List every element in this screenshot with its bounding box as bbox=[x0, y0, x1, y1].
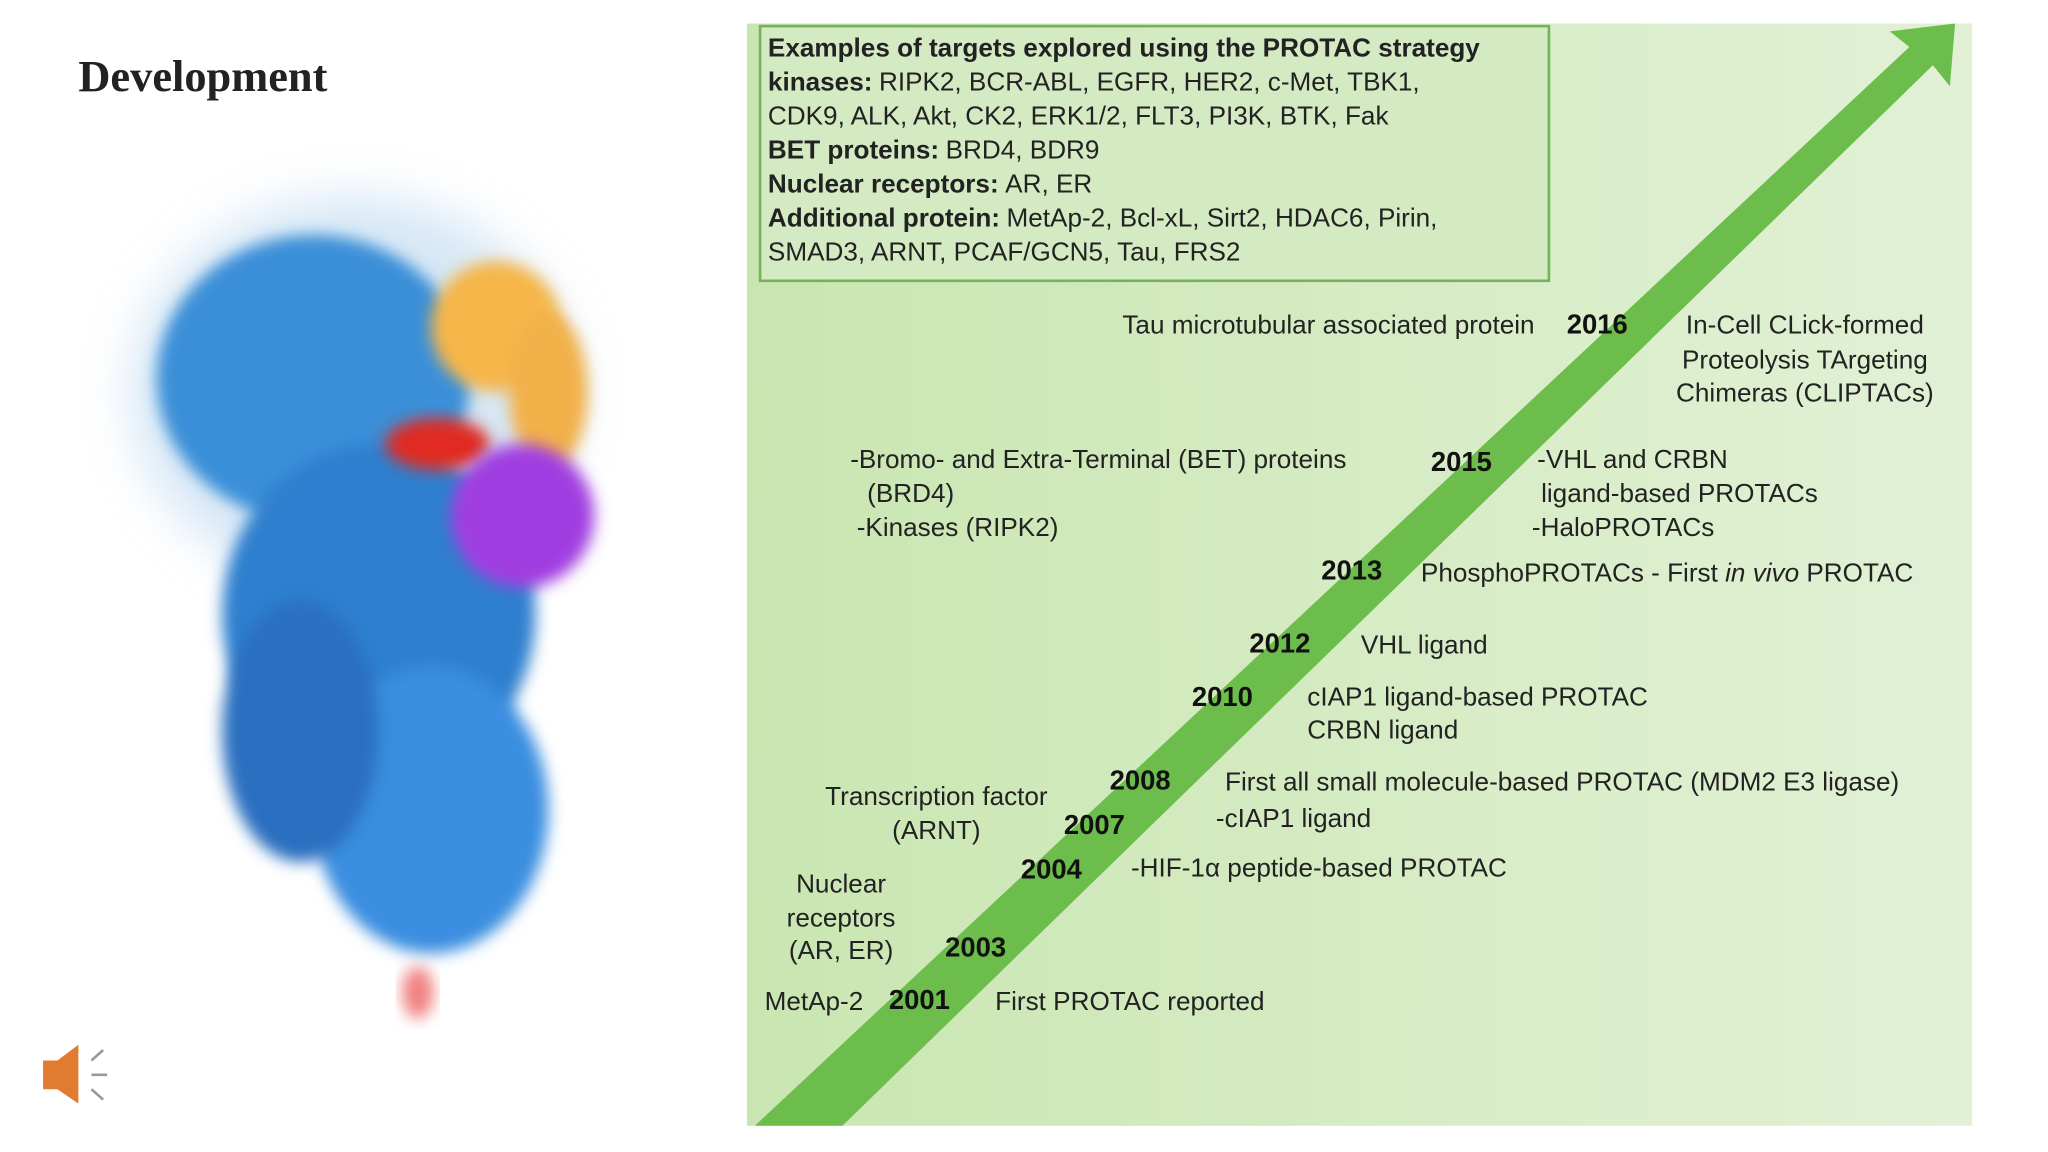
targets-label: Additional protein: bbox=[768, 202, 1000, 232]
texts: Examples of targets explored using the P… bbox=[765, 33, 1934, 1016]
targets-box bbox=[758, 24, 1551, 283]
timeline-event: -cIAP1 ligand bbox=[1216, 803, 1371, 833]
timeline-event: In-Cell CLick-formed bbox=[1686, 309, 1924, 339]
timeline-arrow bbox=[754, 23, 1956, 1126]
targets-text: MetAp-2, Bcl-xL, Sirt2, HDAC6, Pirin, bbox=[1007, 202, 1438, 232]
timeline-event: VHL ligand bbox=[1361, 629, 1488, 659]
timeline-event: Tau microtubular associated protein bbox=[1122, 309, 1534, 339]
event-segment: PROTAC bbox=[1799, 558, 1913, 588]
timeline-event: Proteolysis TArgeting bbox=[1682, 345, 1928, 375]
timeline-event: receptors bbox=[787, 902, 896, 932]
timeline-event: MetAp-2 bbox=[765, 986, 864, 1016]
timeline-year: 2012 bbox=[1249, 627, 1310, 658]
timeline-event: Nuclear bbox=[796, 868, 886, 898]
timeline-event: Transcription factor bbox=[825, 781, 1048, 811]
timeline-year: 2008 bbox=[1110, 765, 1171, 796]
protein-image bbox=[130, 195, 595, 1019]
targets-text: RIPK2, BCR-ABL, EGFR, HER2, c-Met, TBK1, bbox=[879, 66, 1420, 96]
timeline-event: Chimeras (CLIPTACs) bbox=[1676, 377, 1934, 407]
timeline-year: 2010 bbox=[1192, 681, 1253, 712]
targets-line: Nuclear receptors: AR, ER bbox=[768, 168, 1092, 198]
targets-text: SMAD3, ARNT, PCAF/GCN5, Tau, FRS2 bbox=[768, 236, 1241, 266]
timeline-event: First PROTAC reported bbox=[995, 986, 1264, 1016]
timeline-event: (BRD4) bbox=[867, 478, 954, 508]
timeline-year: 2007 bbox=[1064, 809, 1125, 840]
timeline-year: 2003 bbox=[945, 932, 1006, 963]
targets-text: AR, ER bbox=[1005, 168, 1092, 198]
timeline-event: First all small molecule-based PROTAC (M… bbox=[1225, 767, 1899, 797]
timeline-year: 2001 bbox=[889, 984, 950, 1015]
timeline-event: cIAP1 ligand-based PROTAC bbox=[1307, 682, 1648, 712]
timeline-event: -Bromo- and Extra-Terminal (BET) protein… bbox=[850, 444, 1346, 474]
targets-line: kinases: RIPK2, BCR-ABL, EGFR, HER2, c-Me… bbox=[768, 66, 1420, 96]
timeline-event: -Kinases (RIPK2) bbox=[857, 512, 1059, 542]
targets-label: BET proteins: bbox=[768, 134, 939, 164]
targets-line: SMAD3, ARNT, PCAF/GCN5, Tau, FRS2 bbox=[768, 236, 1241, 266]
targets-line: BET proteins: BRD4, BDR9 bbox=[768, 134, 1100, 164]
timeline-event: (AR, ER) bbox=[789, 935, 893, 965]
targets-line: CDK9, ALK, Akt, CK2, ERK1/2, FLT3, PI3K,… bbox=[768, 100, 1390, 130]
timeline-event: -HIF-1α peptide-based PROTAC bbox=[1131, 853, 1507, 883]
targets-text: CDK9, ALK, Akt, CK2, ERK1/2, FLT3, PI3K,… bbox=[768, 100, 1390, 130]
content: Development Examples of targets explored… bbox=[43, 23, 1973, 1126]
timeline-year: 2013 bbox=[1321, 554, 1382, 585]
timeline-event: CRBN ligand bbox=[1307, 714, 1458, 744]
targets-heading: Examples of targets explored using the P… bbox=[768, 33, 1480, 63]
timeline-event: PhosphoPROTACs - First in vivo PROTAC bbox=[1421, 558, 1913, 588]
slide-title: Development bbox=[78, 51, 327, 101]
timeline-year: 2015 bbox=[1431, 446, 1492, 477]
timeline-event: -VHL and CRBN bbox=[1537, 444, 1728, 474]
timeline-year: 2016 bbox=[1567, 309, 1628, 340]
timeline-year: 2004 bbox=[1021, 853, 1083, 884]
event-segment: PhosphoPROTACs - First bbox=[1421, 558, 1725, 588]
event-segment: in vivo bbox=[1725, 558, 1799, 588]
timeline-event: ligand-based PROTACs bbox=[1541, 478, 1818, 508]
targets-label: kinases: bbox=[768, 66, 873, 96]
targets-line: Additional protein: MetAp-2, Bcl-xL, Sirt… bbox=[768, 202, 1438, 232]
timeline-event: (ARNT) bbox=[892, 815, 980, 845]
timeline-event: -HaloPROTACs bbox=[1532, 512, 1714, 542]
speaker-icon[interactable] bbox=[43, 1044, 108, 1104]
targets-text: BRD4, BDR9 bbox=[946, 134, 1100, 164]
targets-label: Nuclear receptors: bbox=[768, 168, 999, 198]
